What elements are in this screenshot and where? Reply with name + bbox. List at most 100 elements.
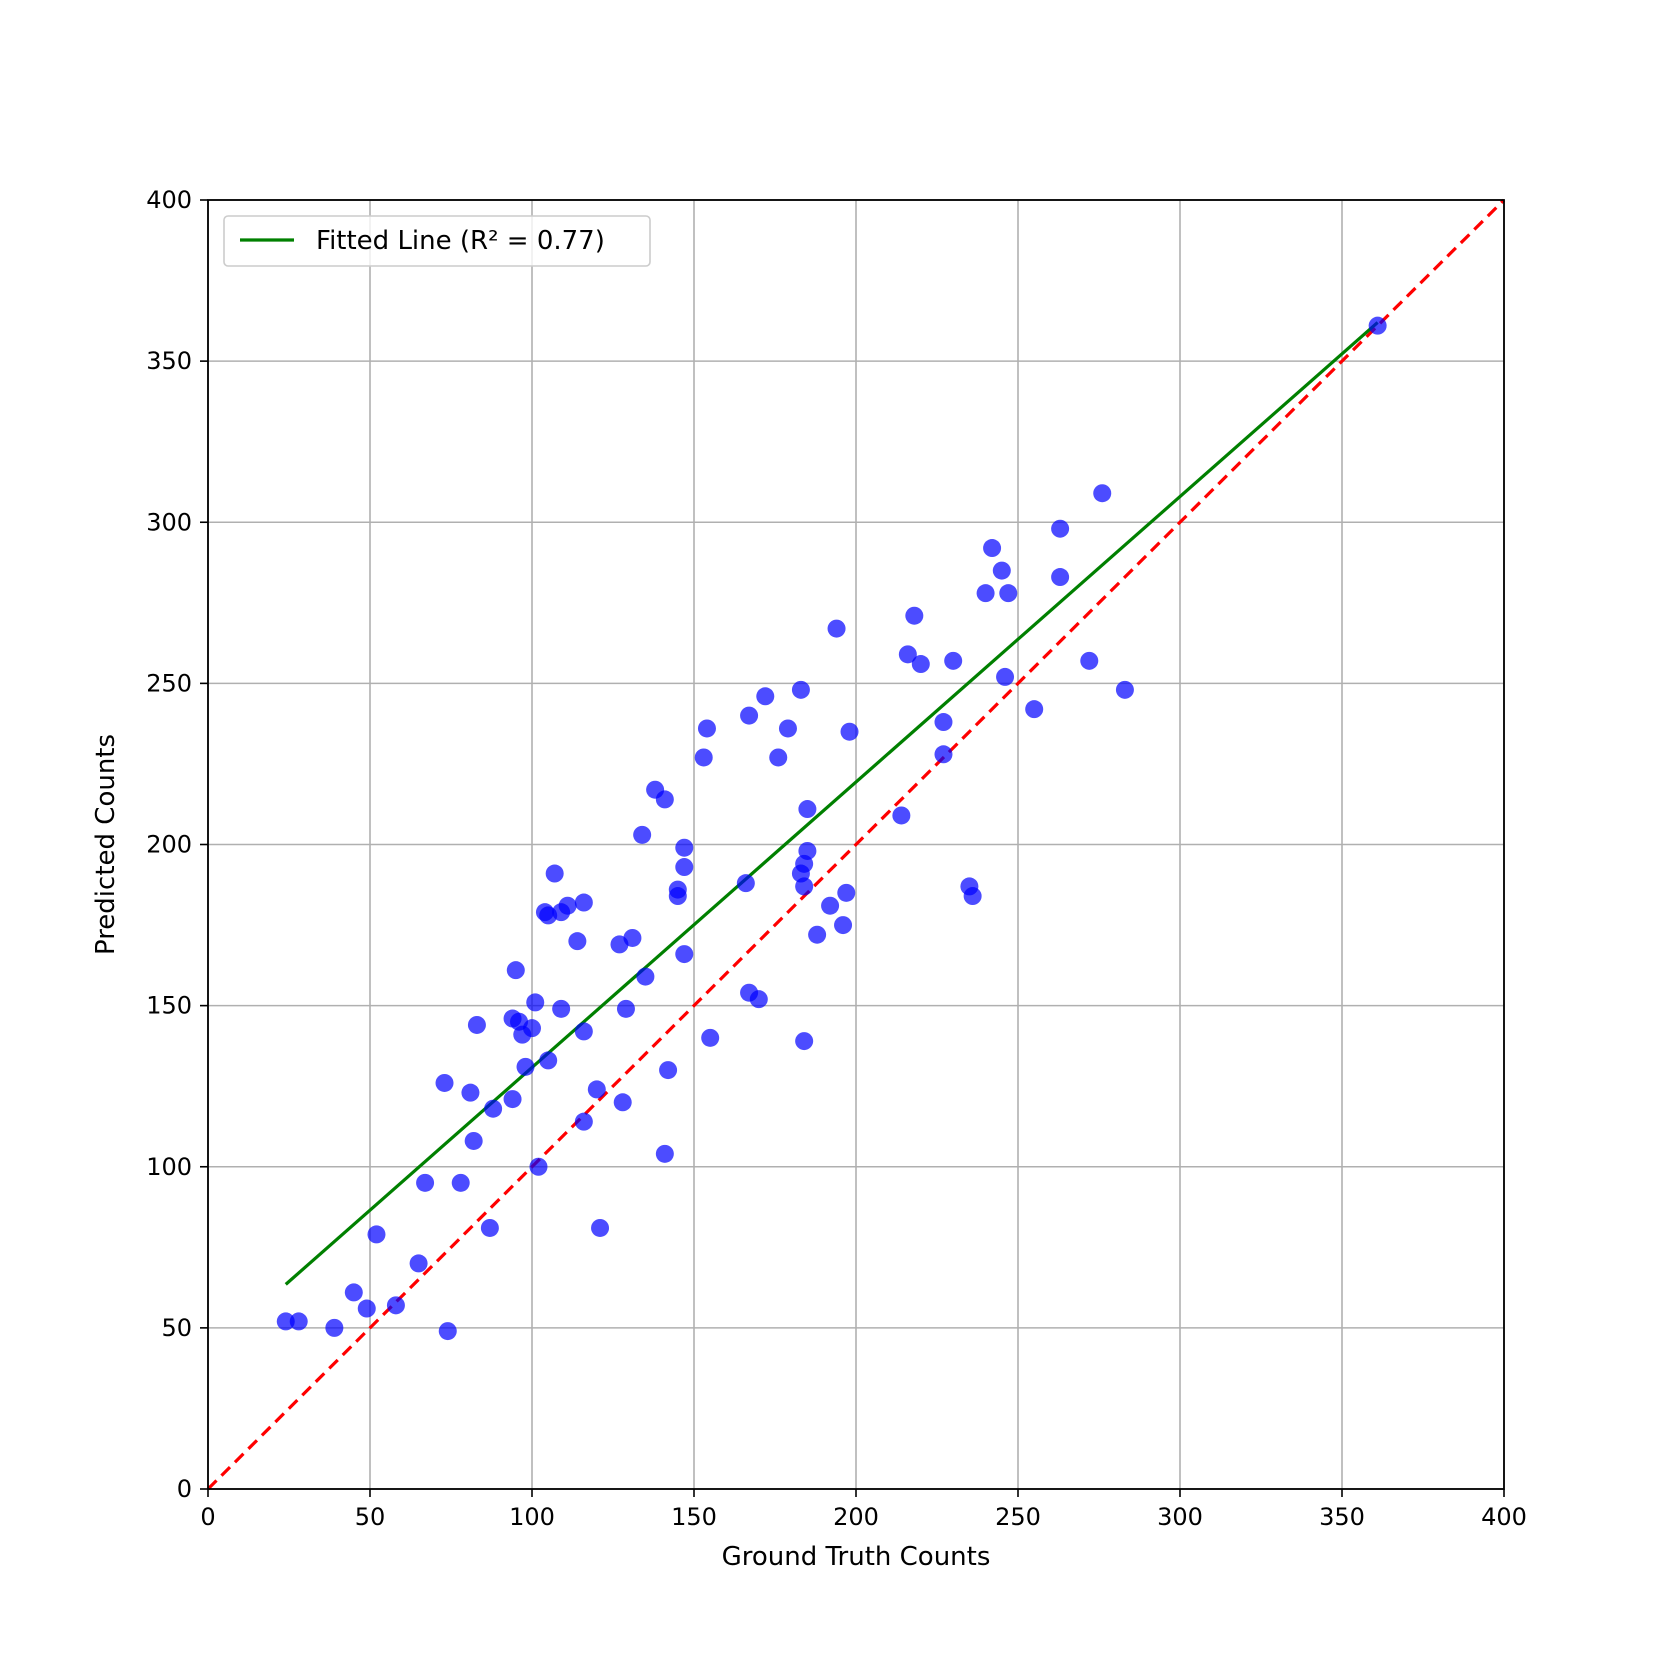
data-point [467,1015,486,1034]
data-point [756,687,775,706]
data-point [934,745,953,764]
data-point [574,893,593,912]
data-point [694,748,713,767]
x-axis-ticks: 0 50 100 150 200 250 300 350 400 [200,1489,1527,1531]
data-point [435,1073,454,1092]
data-point [840,722,859,741]
data-point [623,928,642,947]
data-point [1025,700,1044,719]
data-point [1368,316,1387,335]
data-point [996,667,1015,686]
legend-label-fitted-line: Fitted Line (R² = 0.77) [316,226,605,256]
data-point [480,1218,499,1237]
y-tick-label: 0 [177,1475,192,1503]
data-point [461,1083,480,1102]
x-tick-label: 200 [833,1503,879,1531]
data-point [484,1099,503,1118]
data-point [898,645,917,664]
data-point [386,1296,405,1315]
data-point [591,1218,610,1237]
data-point [740,706,759,725]
data-point [769,748,788,767]
x-tick-label: 100 [509,1503,555,1531]
y-tick-label: 300 [146,508,192,536]
data-point [503,1090,522,1109]
data-point [798,800,817,819]
data-point [276,1312,295,1331]
data-point [892,806,911,825]
data-point [409,1254,428,1273]
data-point [1093,484,1112,503]
data-point [1115,680,1134,699]
data-point [574,1112,593,1131]
data-point [976,584,995,603]
data-point [963,887,982,906]
y-tick-label: 400 [146,186,192,214]
data-point [791,680,810,699]
data-point [1080,651,1099,670]
data-point [808,925,827,944]
data-point [675,945,694,964]
data-point [798,841,817,860]
data-point [837,883,856,902]
x-tick-label: 400 [1481,1503,1527,1531]
y-axis-label: Predicted Counts [91,734,121,955]
data-point [416,1173,435,1192]
x-tick-label: 150 [671,1503,717,1531]
data-point [568,932,587,951]
data-point [636,967,655,986]
data-point [464,1131,483,1150]
data-point [574,1022,593,1041]
data-point [523,1019,541,1038]
x-tick-label: 300 [1157,1503,1203,1531]
data-point [552,999,571,1018]
data-point [516,1057,535,1076]
y-tick-label: 100 [146,1153,192,1181]
data-point [1051,568,1070,587]
data-point [545,864,564,883]
data-point [999,584,1018,603]
data-point [834,916,853,935]
data-point [451,1173,470,1192]
data-point [675,838,694,857]
data-point [983,539,1002,558]
fitted-line [284,321,1379,1286]
data-point [668,887,687,906]
data-point [736,874,755,893]
data-point [778,719,797,738]
data-point [795,877,814,896]
x-tick-label: 0 [200,1503,215,1531]
identity-line [206,198,1506,1491]
data-point [655,790,674,809]
data-point [659,1061,678,1080]
data-point [749,990,768,1009]
data-point [344,1283,363,1302]
y-tick-label: 350 [146,347,192,375]
legend: Fitted Line (R² = 0.77) [223,215,651,267]
data-point [325,1318,344,1337]
x-tick-label: 350 [1319,1503,1365,1531]
data-point [701,1028,720,1047]
x-tick-label: 250 [995,1503,1041,1531]
data-point [526,993,545,1012]
data-point [795,1032,814,1051]
data-point [558,896,577,915]
y-tick-label: 200 [146,831,192,859]
data-point [992,561,1011,580]
data-point [616,999,635,1018]
data-point [367,1225,386,1244]
data-point [587,1080,606,1099]
data-point [438,1322,457,1341]
data-point [655,1144,674,1163]
data-point [506,961,525,980]
data-points [276,316,1387,1341]
x-tick-label: 50 [355,1503,386,1531]
data-point [633,825,652,844]
data-point [821,896,840,915]
data-point [911,655,930,674]
y-tick-label: 50 [161,1314,192,1342]
data-point [827,619,846,638]
data-point [539,1051,558,1070]
